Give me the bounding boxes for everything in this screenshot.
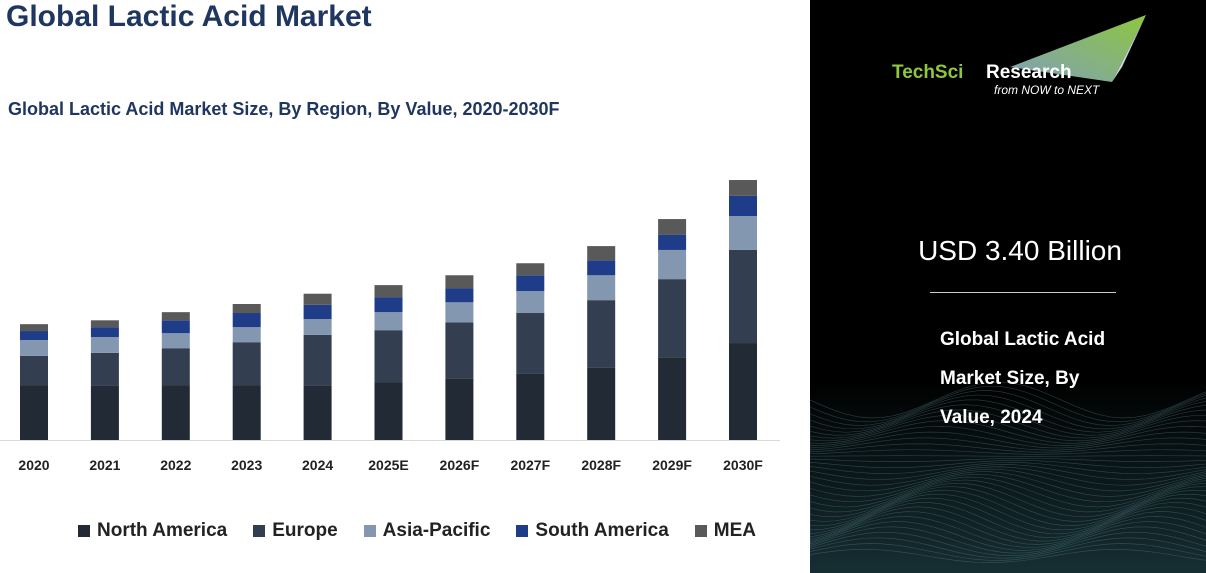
bar-segment-asia-pacific [445, 302, 474, 323]
stacked-bar-chart: 2020 2021 2022 2023 2024 2025E 2026F 2027F 2028F… [0, 180, 780, 473]
bar-segment-asia-pacific [729, 216, 757, 250]
x-tick-label: 2028F [581, 457, 621, 473]
bar-segment-south-america [516, 275, 545, 292]
legend-label: Europe [272, 520, 338, 541]
logo-text-white: Research [986, 62, 1072, 83]
legend-swatch [694, 525, 707, 537]
page-title: Global Lactic Acid Market [6, 0, 372, 33]
x-tick-label: 2020 [18, 457, 49, 473]
x-tick-label: 2030F [723, 457, 763, 473]
bar-segment-europe [303, 334, 332, 386]
summary-panel: TechSci Research from NOW to NEXT USD 3.… [810, 0, 1206, 573]
bar-segment-south-america [232, 313, 261, 328]
bar-segment-asia-pacific [90, 337, 119, 353]
bar-segment-mea [729, 180, 757, 196]
bar-segment-north-america [658, 357, 687, 440]
bar-segment-mea [303, 293, 332, 305]
bar-segment-asia-pacific [232, 327, 261, 343]
bar-segment-asia-pacific [658, 249, 687, 280]
chart-subtitle: Global Lactic Acid Market Size, By Regio… [8, 99, 560, 119]
bar-segment-mea [445, 275, 474, 289]
x-tick-label: 2026F [440, 457, 480, 473]
bar-segment-asia-pacific [516, 291, 545, 314]
market-value: USD 3.40 Billion [918, 235, 1122, 266]
description-line: Market Size, By [940, 368, 1080, 389]
bar-segment-south-america [161, 320, 190, 334]
bar-segment-north-america [587, 367, 616, 440]
legend-swatch [253, 525, 266, 537]
description-line: Global Lactic Acid [940, 329, 1106, 350]
legend-label: MEA [713, 520, 757, 541]
bar-segment-mea [232, 304, 261, 314]
legend-label: North America [97, 520, 228, 541]
divider [930, 292, 1116, 293]
x-tick-label: 2025E [368, 457, 408, 473]
bar-segment-north-america [232, 385, 261, 440]
bar-segment-europe [587, 300, 616, 368]
bar-segment-south-america [20, 331, 48, 341]
legend-swatch [78, 525, 90, 537]
chart-panel: Global Lactic Acid Market Global Lactic … [0, 0, 780, 542]
bar-segment-north-america [516, 373, 545, 440]
x-tick-label: 2027F [510, 457, 550, 473]
x-tick-label: 2022 [160, 457, 191, 473]
description-line: Value, 2024 [940, 407, 1043, 428]
bar-segment-north-america [445, 378, 474, 440]
logo-tagline: from NOW to NEXT [994, 83, 1101, 97]
legend-item: Europe [253, 520, 338, 542]
legend-item: Asia-Pacific [363, 520, 491, 542]
bar-segment-north-america [729, 343, 757, 440]
techsci-logo: TechSci Research from NOW to NEXT [892, 15, 1146, 97]
x-tick-label: 2029F [652, 457, 692, 473]
bar-segment-mea [161, 312, 190, 321]
logo-text-green: TechSci [892, 62, 963, 83]
bar-segment-europe [232, 342, 261, 386]
legend-item: South America [516, 520, 669, 542]
bar-segment-mea [587, 246, 616, 261]
bar-segment-europe [729, 249, 757, 344]
market-description: Global Lactic Acid Market Size, By Value… [940, 320, 1105, 437]
bar-segment-europe [90, 352, 119, 386]
bar-segment-south-america [445, 288, 474, 303]
legend-item: MEA [694, 520, 757, 542]
bar-segment-south-america [303, 304, 332, 320]
wave-background [810, 380, 1206, 573]
x-tick-label: 2023 [231, 457, 262, 473]
bar-segment-mea [374, 285, 403, 298]
legend-label: South America [535, 520, 669, 541]
bar-segment-mea [658, 219, 687, 235]
legend-swatch [516, 525, 529, 537]
legend: North America Europe Asia-Pacific South Ame… [78, 520, 756, 542]
bar-segment-north-america [90, 385, 119, 440]
bar-segment-south-america [658, 234, 687, 250]
bar-segment-mea [516, 263, 545, 276]
bar-segment-asia-pacific [161, 333, 190, 349]
legend-swatch [363, 525, 376, 537]
bar-segment-asia-pacific [20, 340, 48, 356]
bar-segment-north-america [20, 385, 48, 440]
bar-segment-north-america [303, 385, 332, 440]
bar-segment-europe [445, 322, 474, 379]
bar-segment-south-america [90, 327, 119, 338]
bar-segment-asia-pacific [374, 312, 403, 331]
bar-segment-europe [658, 279, 687, 358]
bar-segment-asia-pacific [587, 275, 616, 301]
x-tick-label: 2021 [89, 457, 120, 473]
bar-segment-north-america [374, 382, 403, 440]
bar-segment-south-america [374, 297, 403, 313]
legend-item: North America [78, 520, 227, 542]
bar-segment-mea [90, 320, 119, 328]
bar-segment-asia-pacific [303, 319, 332, 335]
bar-segment-south-america [587, 260, 616, 276]
bar-segment-south-america [729, 195, 757, 217]
bar-segment-europe [516, 313, 545, 374]
bar-segment-north-america [161, 385, 190, 440]
x-tick-label: 2024 [302, 457, 333, 473]
bar-segment-europe [20, 355, 48, 386]
bar-segment-europe [374, 330, 403, 383]
legend-label: Asia-Pacific [382, 520, 491, 541]
bar-segment-mea [20, 324, 48, 332]
bar-segment-europe [161, 348, 190, 386]
